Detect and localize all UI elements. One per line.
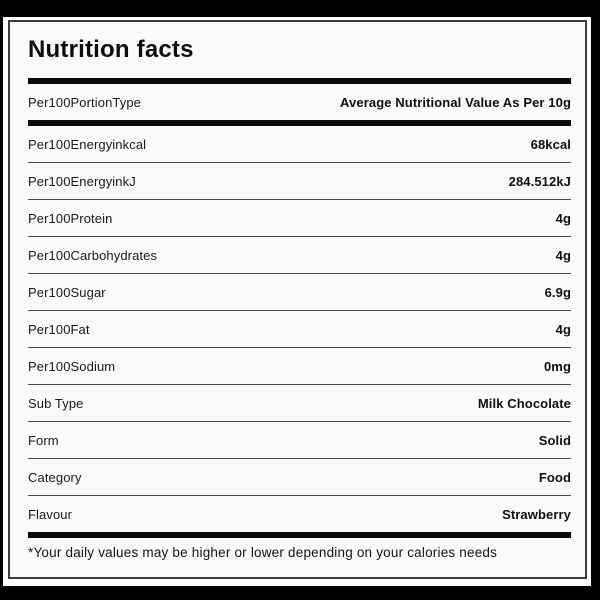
row-label: Per100Fat (28, 321, 90, 337)
table-row: Per100PortionType Average Nutritional Va… (28, 84, 571, 126)
table-row: Per100Sodium 0mg (28, 348, 571, 385)
table-row: Per100Sugar 6.9g (28, 274, 571, 311)
nutrition-facts-card: Nutrition facts Per100PortionType Averag… (8, 20, 587, 579)
table-row: Per100EnergyinkJ 284.512kJ (28, 163, 571, 200)
row-value: 68kcal (530, 136, 571, 152)
nutrition-facts-title: Nutrition facts (28, 36, 194, 63)
row-label: Per100Carbohydrates (28, 247, 158, 263)
row-value: Food (538, 469, 571, 485)
row-label: Per100Sodium (28, 358, 116, 374)
nutrition-table: Per100PortionType Average Nutritional Va… (28, 84, 571, 532)
row-value: Milk Chocolate (477, 395, 571, 411)
row-label: Per100EnergyinkJ (28, 173, 136, 189)
row-value: 284.512kJ (508, 173, 571, 189)
table-row: Per100Carbohydrates 4g (28, 237, 571, 274)
page-background: Nutrition facts Per100PortionType Averag… (3, 17, 591, 586)
row-label: Form (28, 432, 59, 448)
daily-values-footnote: *Your daily values may be higher or lowe… (28, 545, 498, 560)
row-label: Sub Type (28, 395, 84, 411)
row-value: 4g (555, 321, 571, 337)
row-label: Per100PortionType (28, 94, 141, 110)
row-label: Per100Sugar (28, 284, 106, 300)
row-label: Per100Energyinkcal (28, 136, 147, 152)
row-value: Average Nutritional Value As Per 10g (340, 94, 571, 110)
footer-divider-bar (28, 532, 571, 538)
table-row: Per100Energyinkcal 68kcal (28, 126, 571, 163)
row-value: 4g (555, 210, 571, 226)
table-row: Category Food (28, 459, 571, 496)
row-value: 6.9g (544, 284, 571, 300)
table-row: Form Solid (28, 422, 571, 459)
row-label: Flavour (28, 506, 73, 522)
row-label: Category (28, 469, 82, 485)
row-value: Solid (538, 432, 571, 448)
title-divider-bar (28, 78, 571, 84)
table-row: Per100Fat 4g (28, 311, 571, 348)
table-row: Per100Protein 4g (28, 200, 571, 237)
row-value: Strawberry (502, 506, 571, 522)
table-row: Flavour Strawberry (28, 496, 571, 532)
row-label: Per100Protein (28, 210, 113, 226)
table-row: Sub Type Milk Chocolate (28, 385, 571, 422)
row-value: 4g (555, 247, 571, 263)
row-value: 0mg (543, 358, 571, 374)
